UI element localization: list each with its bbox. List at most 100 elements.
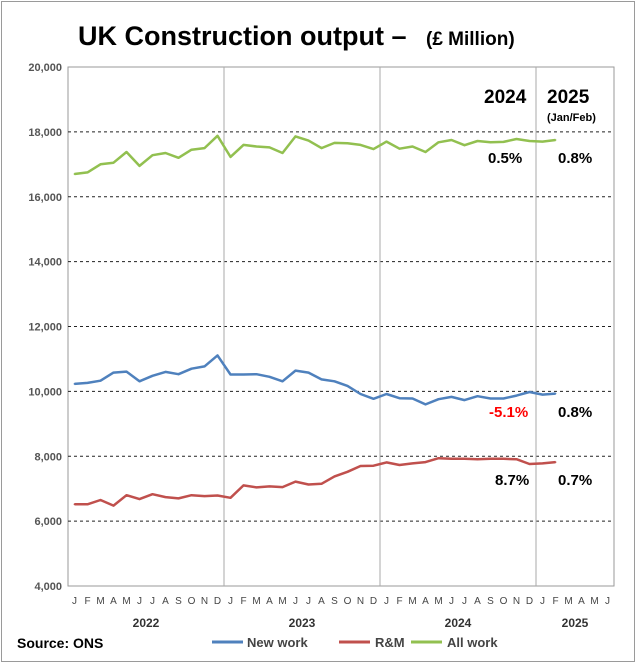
- data-point-r-m: [190, 494, 193, 497]
- data-point-r-m: [476, 458, 479, 461]
- data-point-r-m: [203, 495, 206, 498]
- xtick-label: N: [357, 596, 364, 607]
- ytick-label: 16,000: [28, 192, 62, 204]
- xtick-label: D: [526, 596, 533, 607]
- data-point-all-work: [320, 147, 323, 149]
- data-point-all-work: [151, 154, 154, 157]
- data-point-r-m: [385, 461, 388, 464]
- ytick-label: 8,000: [34, 451, 62, 463]
- data-point-all-work: [73, 173, 76, 175]
- data-point-r-m: [398, 464, 401, 466]
- xtick-label: M: [122, 596, 130, 607]
- data-point-all-work: [125, 151, 128, 153]
- xtick-label: M: [408, 596, 416, 607]
- data-point-all-work: [398, 147, 401, 150]
- data-point-new-work: [203, 365, 206, 368]
- xtick-label: M: [590, 596, 598, 607]
- xtick-label: J: [228, 596, 233, 607]
- data-point-all-work: [203, 147, 206, 149]
- data-point-r-m: [216, 494, 219, 497]
- xtick-label: O: [188, 596, 196, 607]
- series-lines: [73, 134, 557, 507]
- data-point-all-work: [86, 171, 89, 174]
- data-point-all-work: [229, 155, 232, 158]
- data-point-new-work: [424, 403, 427, 406]
- data-point-new-work: [268, 375, 271, 378]
- xtick-label: O: [500, 596, 508, 607]
- ytick-label: 20,000: [28, 62, 62, 74]
- data-point-all-work: [554, 139, 557, 141]
- data-point-new-work: [489, 397, 492, 400]
- annotation-newwork-2024: -5.1%: [489, 404, 528, 421]
- data-point-new-work: [86, 382, 89, 384]
- xtick-label: J: [306, 596, 311, 607]
- series-line-new-work: [74, 354, 556, 406]
- ytick-label: 4,000: [34, 581, 62, 593]
- data-point-new-work: [294, 369, 297, 372]
- data-point-all-work: [333, 142, 336, 144]
- data-point-r-m: [177, 497, 180, 500]
- ytick-label: 18,000: [28, 127, 62, 139]
- data-point-r-m: [242, 484, 245, 487]
- data-point-new-work: [320, 378, 323, 381]
- chart-subtitle: (£ Million): [426, 29, 515, 50]
- xtick-label: A: [266, 596, 273, 607]
- data-point-new-work: [359, 393, 362, 395]
- ytick-label: 12,000: [28, 322, 62, 334]
- data-point-new-work: [190, 367, 193, 370]
- data-point-r-m: [437, 457, 440, 460]
- data-point-r-m: [138, 498, 141, 500]
- data-point-r-m: [424, 461, 427, 463]
- data-point-new-work: [554, 392, 557, 395]
- ytick-label: 14,000: [28, 257, 62, 269]
- xtick-label: D: [214, 596, 221, 607]
- data-point-new-work: [515, 394, 518, 397]
- data-point-new-work: [99, 379, 102, 382]
- data-point-all-work: [515, 138, 518, 140]
- data-point-new-work: [346, 384, 349, 387]
- xtick-label: N: [201, 596, 208, 607]
- data-point-all-work: [359, 143, 362, 146]
- xtick-label: J: [605, 596, 610, 607]
- data-point-all-work: [411, 145, 414, 148]
- xtick-label: N: [513, 596, 520, 607]
- data-point-all-work: [177, 156, 180, 159]
- xtick-label: O: [344, 596, 352, 607]
- data-point-r-m: [359, 465, 362, 467]
- data-point-r-m: [502, 457, 505, 460]
- column-header-2025: 2025: [547, 87, 590, 108]
- xtick-label: J: [137, 596, 142, 607]
- ytick-label: 10,000: [28, 386, 62, 398]
- data-point-all-work: [476, 140, 479, 142]
- data-point-new-work: [164, 371, 167, 373]
- xtick-label: J: [540, 596, 545, 607]
- xtick-label: A: [162, 596, 169, 607]
- data-point-new-work: [411, 397, 414, 400]
- data-point-new-work: [216, 354, 219, 357]
- data-point-all-work: [437, 141, 440, 144]
- xtick-label: A: [318, 596, 325, 607]
- annotation-newwork-2025: 0.8%: [558, 404, 592, 421]
- data-point-new-work: [73, 383, 76, 385]
- data-point-new-work: [125, 370, 128, 373]
- year-label-2022: 2022: [133, 616, 160, 630]
- data-point-new-work: [177, 373, 180, 376]
- xtick-label: J: [72, 596, 77, 607]
- data-point-all-work: [463, 144, 466, 147]
- data-point-new-work: [502, 397, 505, 400]
- data-point-all-work: [164, 152, 167, 154]
- data-point-r-m: [281, 486, 284, 488]
- data-point-all-work: [528, 140, 531, 142]
- xtick-label: M: [96, 596, 104, 607]
- data-point-new-work: [333, 380, 336, 383]
- xtick-label: M: [564, 596, 572, 607]
- xtick-label: M: [278, 596, 286, 607]
- data-point-new-work: [541, 393, 544, 396]
- xtick-label: S: [175, 596, 182, 607]
- data-point-all-work: [99, 163, 102, 166]
- data-point-r-m: [515, 458, 518, 461]
- data-point-new-work: [476, 395, 479, 398]
- chart-title: UK Construction output –: [78, 21, 406, 51]
- annotation-rm-2024: 8.7%: [495, 472, 529, 489]
